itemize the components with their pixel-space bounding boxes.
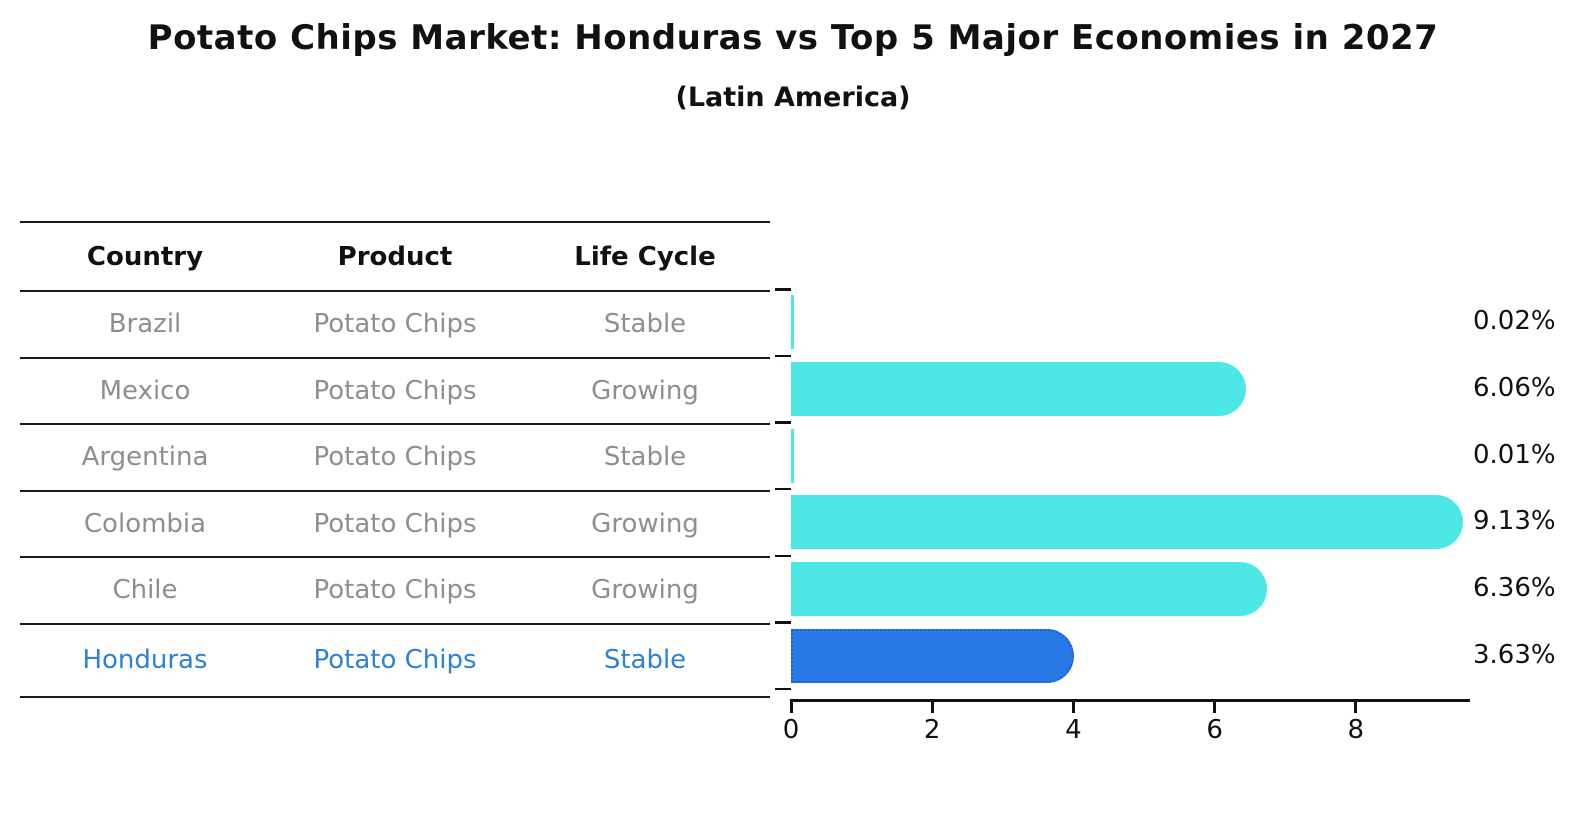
cell-life-cycle: Stable bbox=[603, 442, 687, 473]
x-tick-2: 2 bbox=[907, 702, 957, 745]
bar-mexico bbox=[791, 361, 1246, 416]
y-tick-mark bbox=[775, 621, 791, 624]
cell-life-cycle: Growing bbox=[591, 508, 699, 539]
y-tick-mark bbox=[775, 354, 791, 358]
column-header-life-cycle: Life Cycle bbox=[574, 241, 716, 272]
chart-subtitle: (Latin America) bbox=[675, 82, 911, 113]
y-tick-mark bbox=[775, 288, 791, 291]
chart-title: Potato Chips Market: Honduras vs Top 5 M… bbox=[147, 18, 1439, 58]
value-label-argentina: 0.01% bbox=[1473, 439, 1556, 470]
value-label-colombia: 9.13% bbox=[1473, 506, 1556, 537]
cell-life-cycle: Growing bbox=[591, 575, 699, 606]
bar-colombia bbox=[791, 495, 1463, 550]
country-table: Country Product Life Cycle Brazil Potato… bbox=[20, 221, 770, 698]
table-row-brazil: Brazil Potato Chips Stable bbox=[20, 290, 770, 357]
x-tick-label: 0 bbox=[782, 715, 800, 745]
cell-product: Potato Chips bbox=[313, 442, 477, 473]
cell-product: Potato Chips bbox=[313, 645, 477, 675]
table-row-chile: Chile Potato Chips Growing bbox=[20, 556, 770, 623]
y-tick-mark bbox=[775, 554, 791, 558]
cell-product: Potato Chips bbox=[313, 508, 477, 539]
value-label-honduras: 3.63% bbox=[1473, 639, 1556, 670]
x-tick-0: 0 bbox=[766, 702, 816, 745]
x-tick-mark bbox=[1213, 702, 1217, 713]
cell-life-cycle: Stable bbox=[603, 645, 687, 675]
cell-life-cycle: Growing bbox=[591, 375, 699, 406]
column-header-product: Product bbox=[337, 241, 453, 272]
x-tick-6: 6 bbox=[1190, 702, 1240, 745]
cell-product: Potato Chips bbox=[313, 375, 477, 406]
value-label-mexico: 6.06% bbox=[1473, 372, 1556, 403]
value-label-chile: 6.36% bbox=[1473, 572, 1556, 603]
y-tick-mark bbox=[775, 421, 791, 424]
x-tick-mark bbox=[1071, 702, 1075, 713]
x-tick-mark bbox=[1354, 702, 1358, 713]
cell-product: Potato Chips bbox=[313, 575, 477, 606]
x-tick-label: 8 bbox=[1347, 715, 1365, 745]
cell-product: Potato Chips bbox=[313, 309, 477, 340]
x-axis-line bbox=[790, 699, 1470, 702]
cell-country: Brazil bbox=[108, 309, 182, 340]
table-header-row: Country Product Life Cycle bbox=[20, 223, 770, 290]
bar-argentina bbox=[791, 428, 794, 483]
cell-country: Mexico bbox=[99, 375, 191, 406]
bar-honduras bbox=[791, 628, 1075, 683]
value-label-brazil: 0.02% bbox=[1473, 306, 1556, 337]
table-row-argentina: Argentina Potato Chips Stable bbox=[20, 423, 770, 490]
x-tick-mark bbox=[930, 702, 934, 713]
x-tick-8: 8 bbox=[1331, 702, 1381, 745]
y-tick-mark bbox=[775, 687, 791, 691]
x-tick-label: 2 bbox=[923, 715, 941, 745]
cell-country: Honduras bbox=[82, 645, 208, 675]
x-tick-label: 6 bbox=[1206, 715, 1223, 745]
x-tick-4: 4 bbox=[1048, 702, 1098, 745]
table-row-mexico: Mexico Potato Chips Growing bbox=[20, 356, 770, 424]
column-header-country: Country bbox=[86, 241, 204, 272]
table-row-colombia: Colombia Potato Chips Growing bbox=[20, 489, 770, 557]
y-tick-mark bbox=[775, 487, 791, 491]
cell-country: Chile bbox=[112, 575, 178, 606]
x-tick-label: 4 bbox=[1065, 715, 1082, 745]
x-tick-mark bbox=[789, 702, 793, 713]
table-row-honduras: Honduras Potato Chips Stable bbox=[20, 622, 770, 696]
bar-chile bbox=[791, 561, 1268, 616]
cell-country: Colombia bbox=[83, 508, 207, 539]
cell-country: Argentina bbox=[81, 442, 209, 473]
bar-brazil bbox=[791, 295, 794, 350]
cell-life-cycle: Stable bbox=[603, 309, 687, 340]
